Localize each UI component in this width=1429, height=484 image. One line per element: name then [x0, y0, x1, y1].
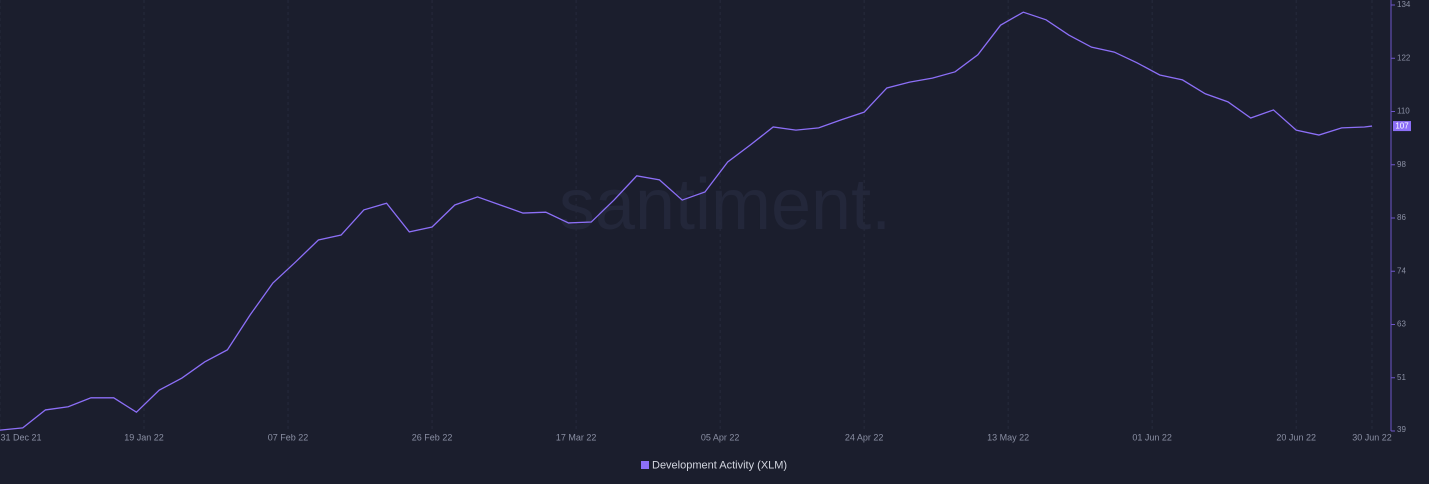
legend-swatch: [641, 461, 649, 469]
x-tick-label: 30 Jun 22: [1352, 432, 1392, 442]
x-tick-label: 26 Feb 22: [412, 432, 453, 442]
y-tick-label: 98: [1397, 160, 1406, 169]
y-tick-label: 63: [1397, 320, 1406, 329]
data-line: [0, 11, 1373, 431]
x-tick-label: 01 Jun 22: [1132, 432, 1172, 442]
watermark: santiment.: [559, 165, 891, 245]
y-tick-label: 86: [1397, 213, 1406, 222]
x-tick-label: 17 Mar 22: [556, 432, 597, 442]
x-tick-label: 24 Apr 22: [845, 432, 884, 442]
y-tick-label: 134: [1397, 0, 1411, 9]
legend-label: Development Activity (XLM): [652, 459, 787, 471]
last-value-tag: [1393, 121, 1411, 132]
x-tick-label: 19 Jan 22: [124, 432, 164, 442]
x-tick-label: 20 Jun 22: [1276, 432, 1316, 442]
y-tick-label: 122: [1397, 53, 1411, 62]
y-tick-label: 74: [1397, 266, 1406, 275]
x-tick-label: 07 Feb 22: [268, 432, 309, 442]
y-tick-label: 110: [1397, 107, 1410, 116]
x-tick-label: 05 Apr 22: [701, 432, 740, 442]
y-tick-label: 51: [1397, 373, 1406, 382]
x-tick-label: 31 Dec 21: [0, 432, 41, 442]
y-tick-label: 39: [1397, 425, 1406, 434]
last-value-label: 107: [1395, 122, 1409, 131]
x-tick-label: 13 May 22: [987, 432, 1029, 442]
